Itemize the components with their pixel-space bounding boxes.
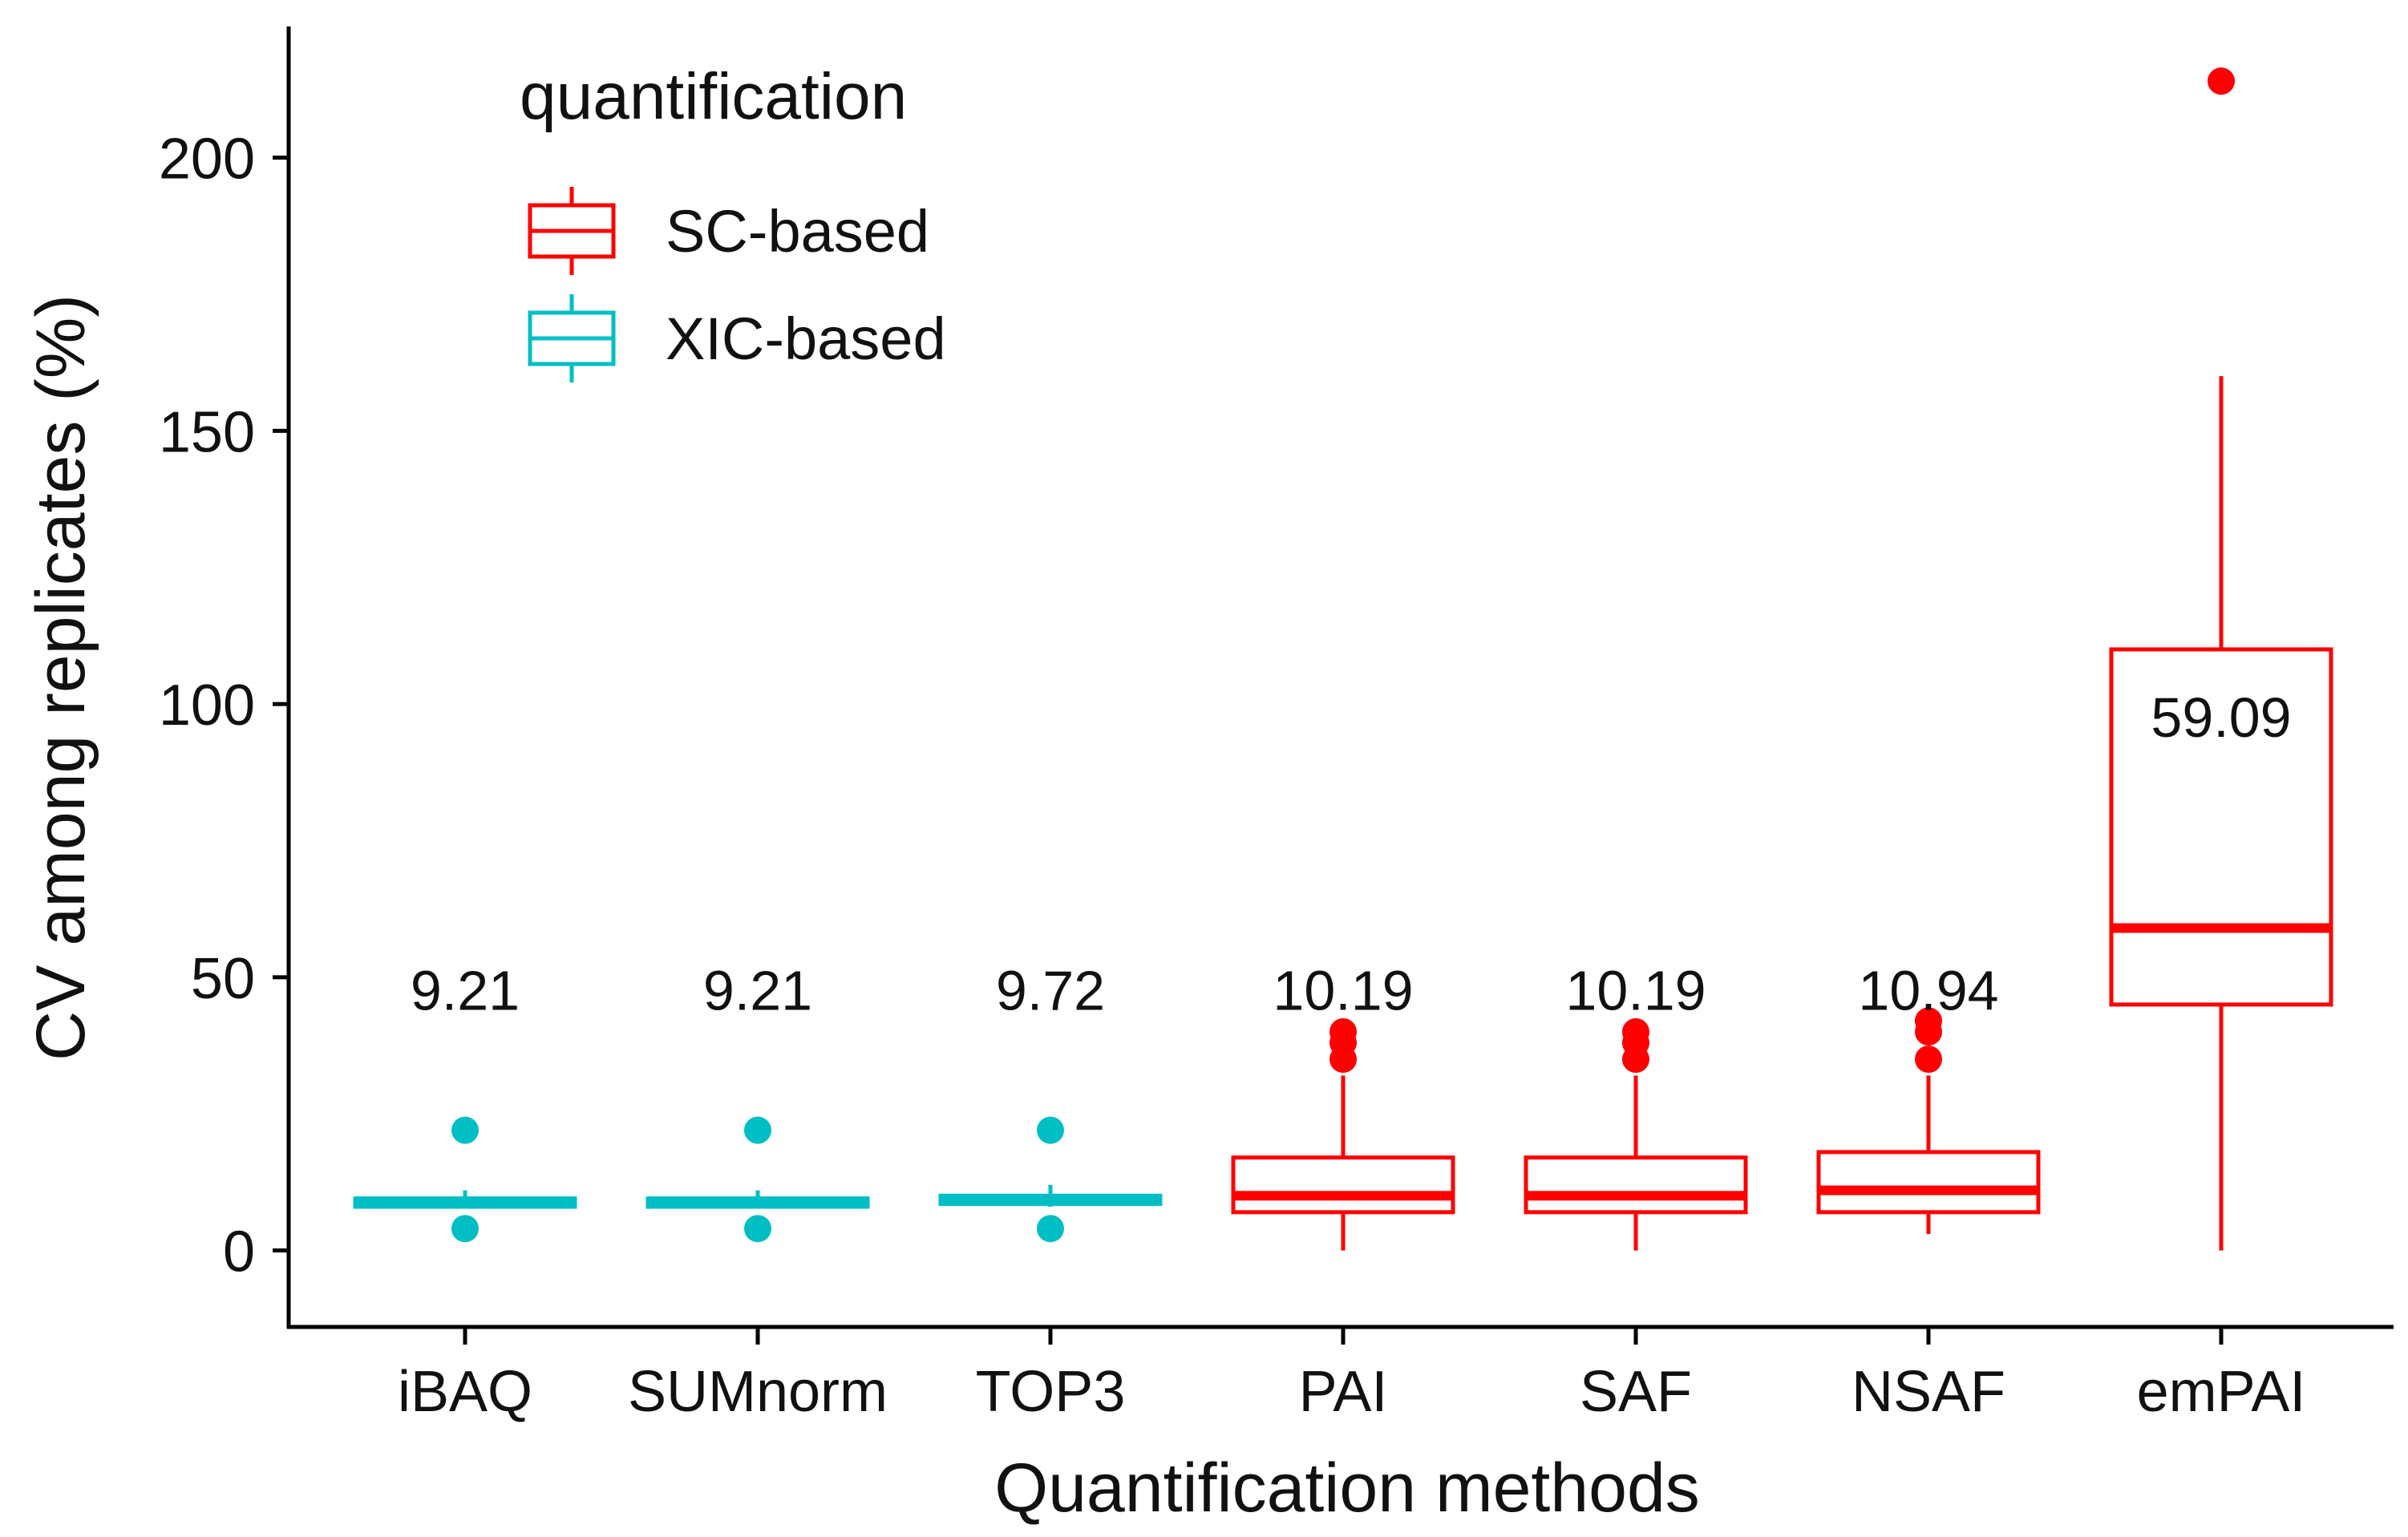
legend-entry-xic-based: XIC-based [528,294,946,382]
axes-layer [286,26,2394,1329]
box-sumnorm [646,1116,870,1243]
median-value-label: 10.94 [1858,960,1998,1022]
x-axis-title: Quantification methods [994,1450,1700,1527]
x-tick-label: SUMnorm [628,1360,888,1424]
outlier-point [1329,1017,1357,1046]
y-tick-label: 200 [159,127,255,192]
box-body [1524,1155,1748,1215]
outlier-point [451,1215,479,1243]
legend: quantification SC-based XIC-based [520,60,946,382]
outlier-point [1915,1007,1942,1035]
y-axis-title: CV among replicates (%) [22,294,99,1061]
x-ticks-layer: iBAQ SUMnorm TOP3 PAI SAF NSAF emPAI [398,1329,2305,1424]
outlier-point [1037,1215,1064,1243]
median-value-label: 9.72 [996,960,1105,1022]
median-value-label: 9.21 [703,960,812,1022]
x-tick-label: NSAF [1852,1360,2005,1424]
legend-label: XIC-based [666,305,946,372]
box-body [1816,1150,2041,1215]
y-tick-label: 100 [159,673,255,738]
x-tick-label: TOP3 [976,1360,1126,1424]
legend-title: quantification [520,60,907,133]
y-ticks-layer: 0 50 100 150 200 [159,127,289,1284]
box-empai [2109,67,2333,1251]
x-tick-label: SAF [1580,1360,1692,1424]
box-body [1231,1155,1455,1215]
legend-label: SC-based [666,198,929,265]
median-labels-layer: 9.21 9.21 9.72 10.19 10.19 10.94 59.09 [411,686,2292,1022]
boxes-layer [353,67,2333,1251]
y-tick-label: 0 [223,1220,255,1284]
box-ibaq [353,1116,577,1243]
box-saf [1524,1017,1748,1251]
y-tick-label: 50 [191,947,255,1011]
outlier-point [1037,1116,1064,1144]
median-value-label: 10.19 [1273,960,1413,1022]
x-tick-label: iBAQ [398,1360,532,1424]
outlier-point [1915,1046,1942,1074]
median-value-label: 9.21 [411,960,520,1022]
x-tick-label: PAI [1299,1360,1388,1424]
box-top3 [938,1116,1163,1243]
outlier-point [744,1116,771,1144]
box-pai [1231,1017,1455,1251]
median-value-label: 10.19 [1565,960,1706,1022]
y-tick-label: 150 [159,400,255,464]
outlier-point [744,1215,771,1243]
box-body [2109,647,2333,1007]
outlier-point [451,1116,479,1144]
box-nsaf [1816,1007,2041,1235]
outlier-point [2208,67,2235,95]
outlier-point [1622,1017,1649,1046]
legend-entry-sc-based: SC-based [528,187,929,275]
x-tick-label: emPAI [2137,1360,2306,1424]
median-value-label: 59.09 [2151,686,2291,749]
